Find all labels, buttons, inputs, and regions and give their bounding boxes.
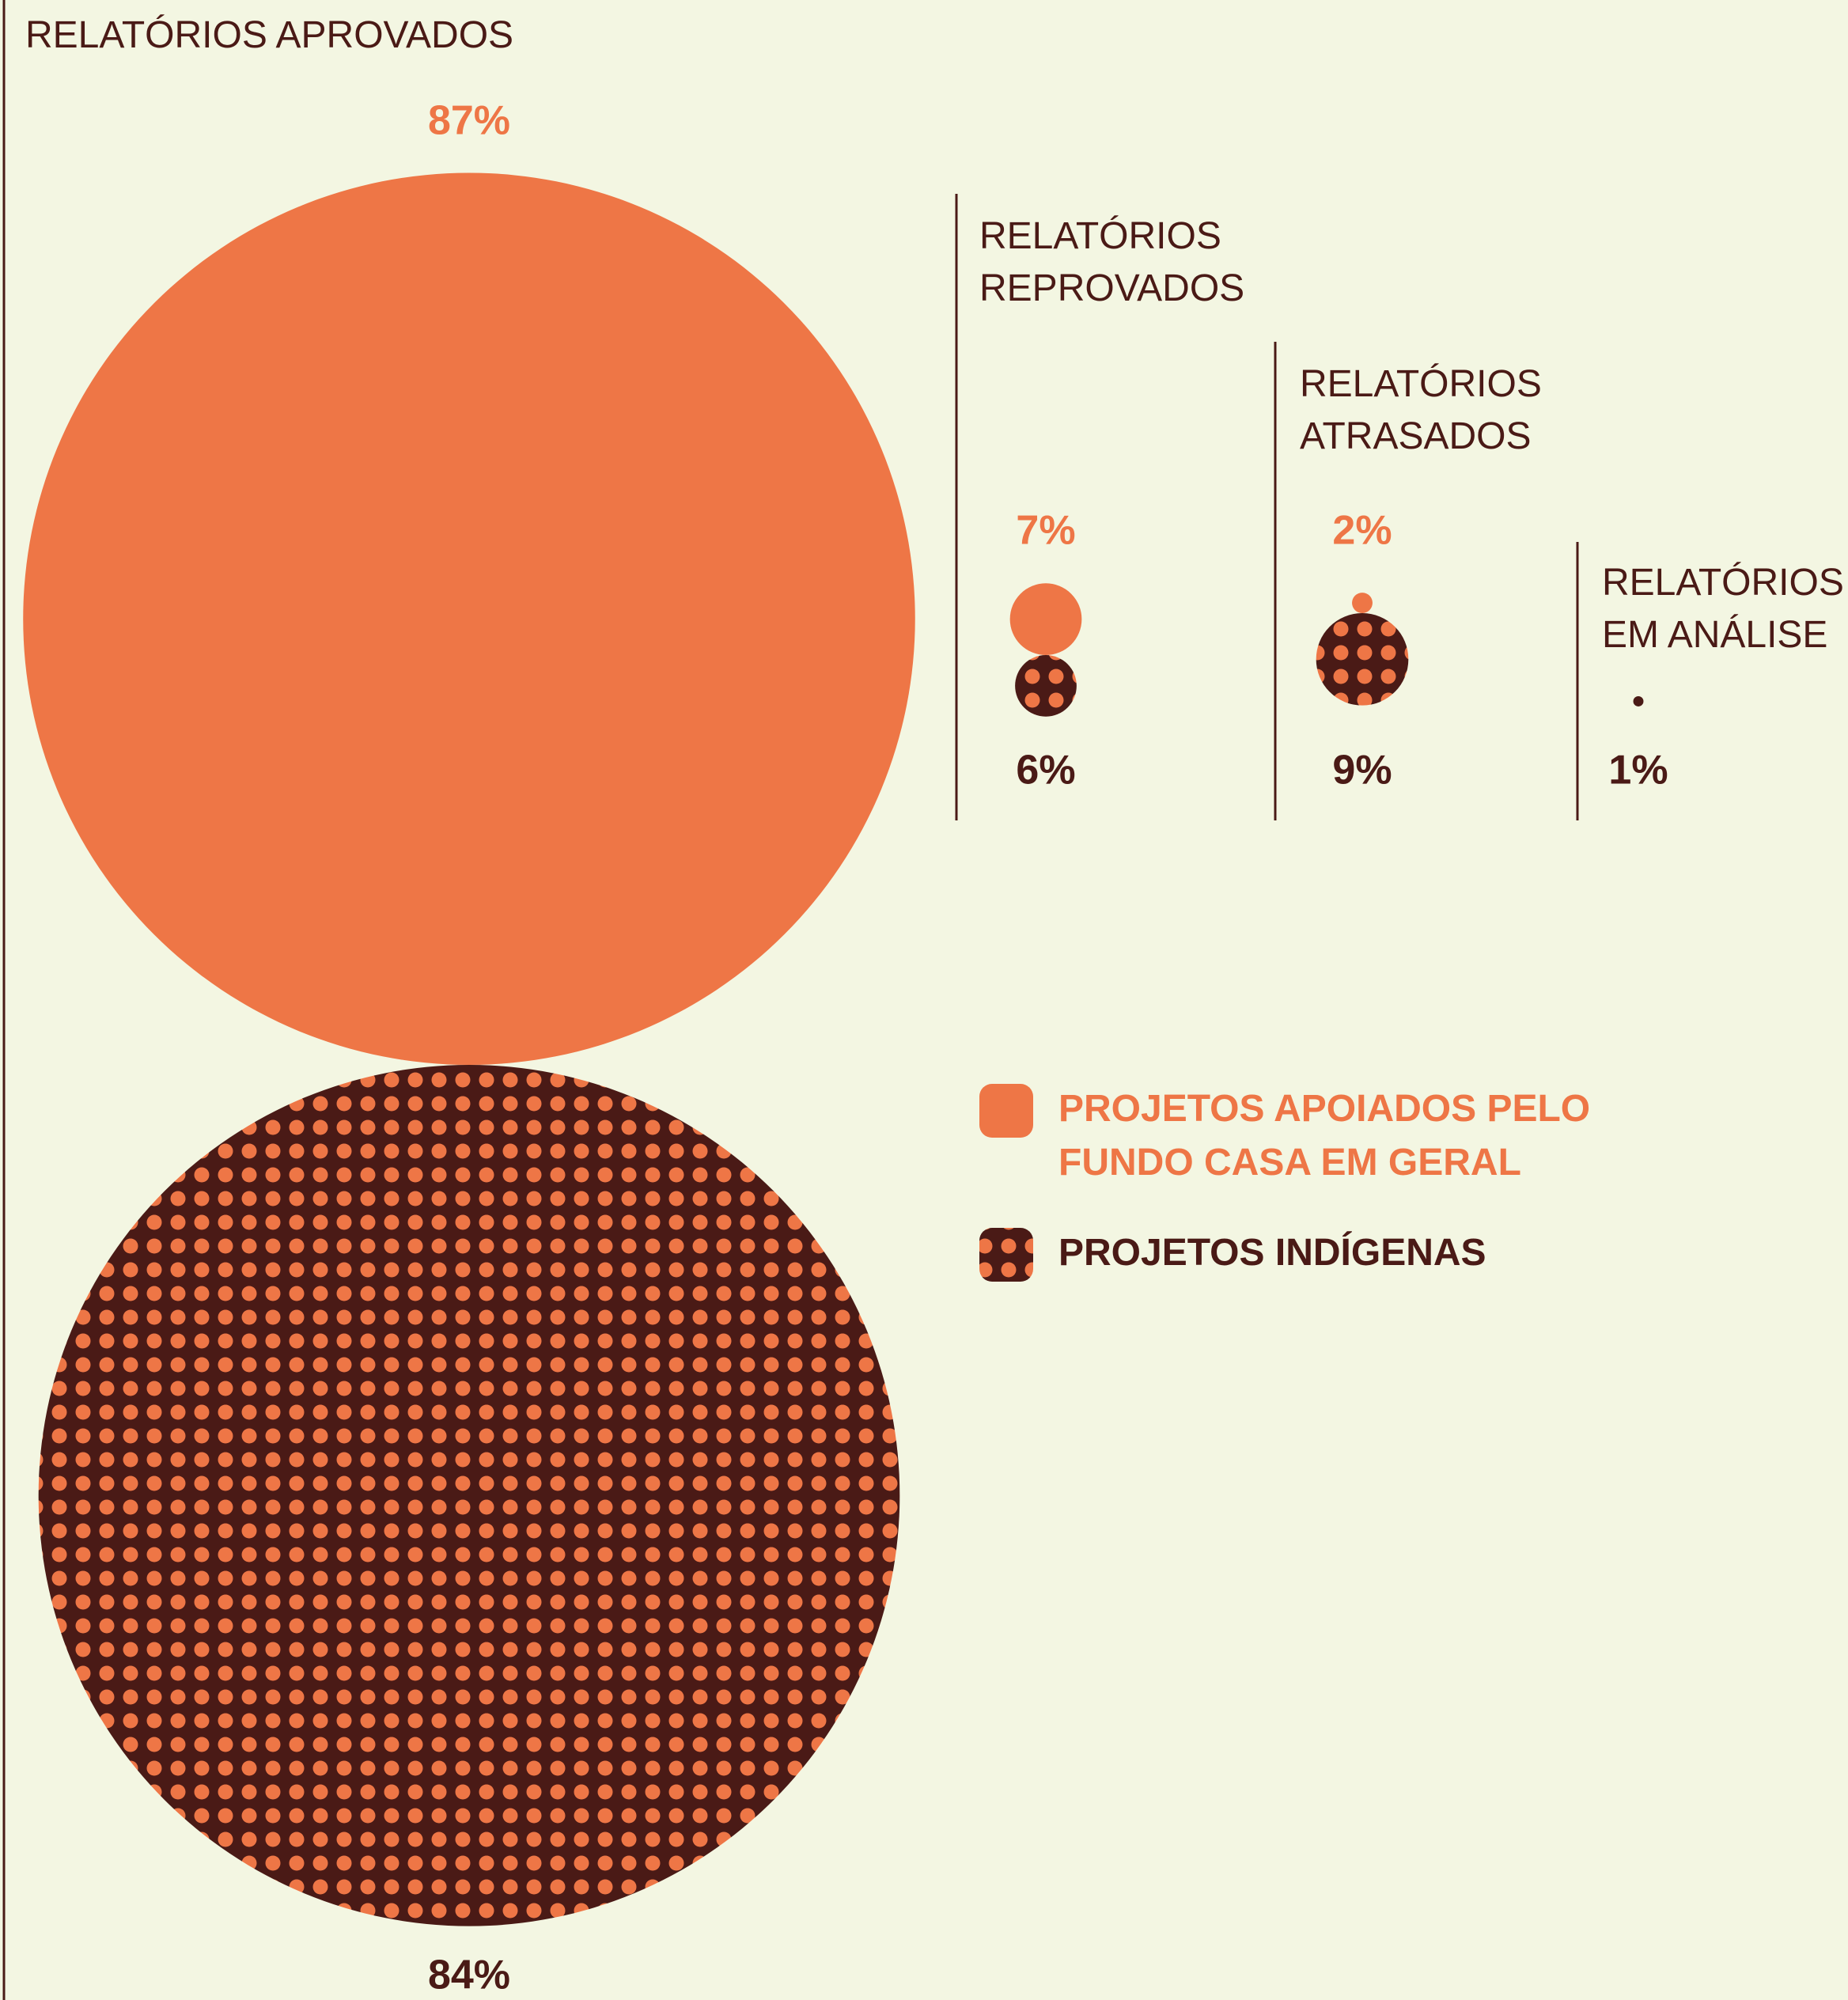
value-label: 9% bbox=[1332, 748, 1392, 794]
legend-swatch bbox=[979, 1228, 1033, 1282]
legend-label: PROJETOS INDÍGENAS bbox=[1058, 1232, 1486, 1274]
bubble bbox=[23, 172, 915, 1065]
legend-label: PROJETOS APOIADOS PELO FUNDO CASA EM GER… bbox=[1058, 1088, 1591, 1184]
bubble bbox=[1316, 613, 1409, 706]
legend-swatch bbox=[979, 1084, 1033, 1138]
category-label: RELATÓRIOS ATRASADOS bbox=[1300, 363, 1542, 457]
category-label: RELATÓRIOS EM ANÁLISE bbox=[1602, 562, 1844, 656]
category-label: RELATÓRIOS REPROVADOS bbox=[979, 215, 1245, 309]
category-label: RELATÓRIOS APROVADOS bbox=[25, 14, 514, 56]
value-label: 2% bbox=[1332, 508, 1392, 554]
value-label: 7% bbox=[1016, 508, 1075, 554]
value-label: 84% bbox=[428, 1953, 510, 1998]
value-label: 6% bbox=[1016, 748, 1075, 794]
bubble bbox=[1009, 583, 1082, 655]
value-label: 1% bbox=[1608, 748, 1668, 794]
bubble bbox=[1015, 655, 1077, 717]
bubble bbox=[38, 1065, 900, 1926]
bubble bbox=[1633, 696, 1644, 706]
value-label: 87% bbox=[428, 98, 510, 144]
bubble bbox=[1352, 593, 1373, 613]
